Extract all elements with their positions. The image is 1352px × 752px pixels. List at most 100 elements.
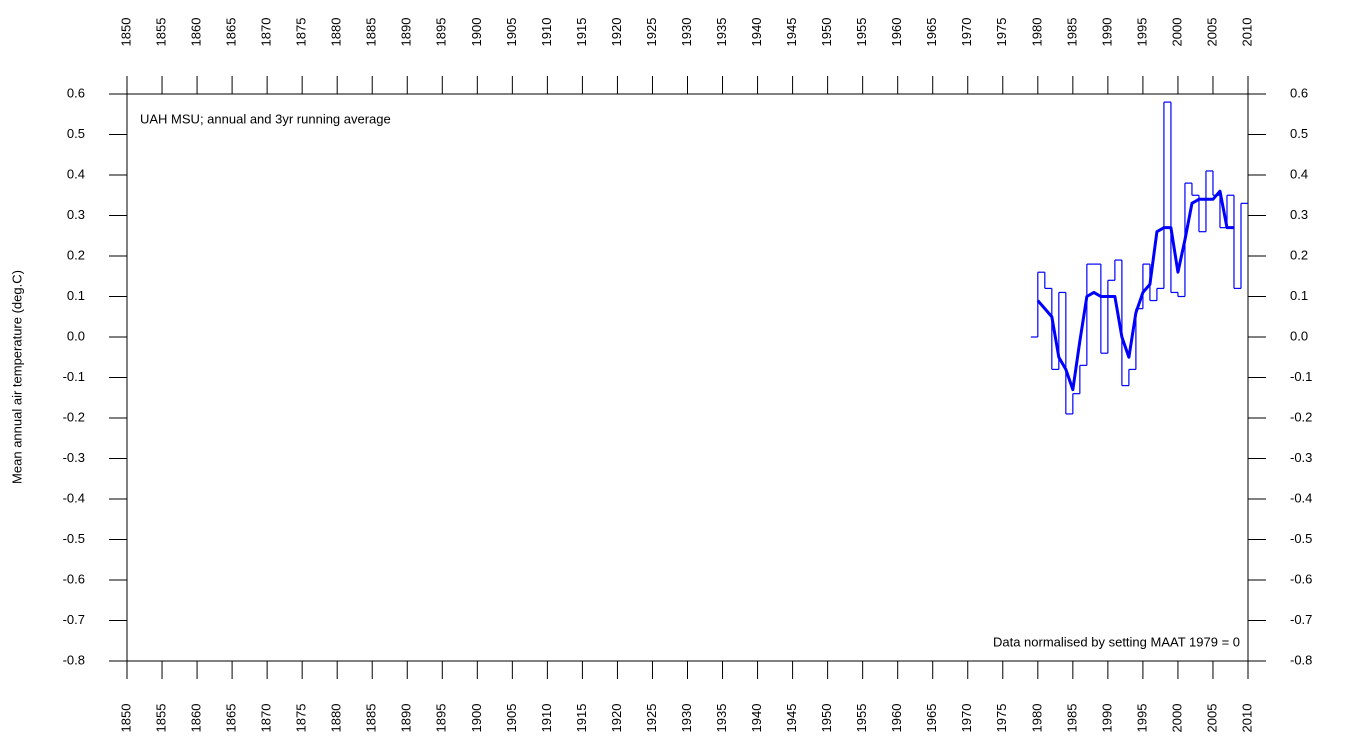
y-tick-label: 0.5 xyxy=(67,126,85,141)
y-tick-label: -0.1 xyxy=(63,369,85,384)
x-tick-label-top: 1865 xyxy=(224,18,239,47)
y-tick-label: -0.5 xyxy=(63,531,85,546)
y-tick-label: 0.0 xyxy=(67,328,85,343)
x-tick-label-bottom: 1955 xyxy=(854,704,869,733)
x-tick-label-top: 1920 xyxy=(609,18,624,47)
running-average-line xyxy=(1036,189,1234,392)
y2-tick-label: -0.4 xyxy=(1290,490,1312,505)
x-tick-label-top: 1855 xyxy=(153,18,168,47)
y2-tick-label: -0.8 xyxy=(1290,652,1312,667)
x-tick-label-bottom: 2010 xyxy=(1239,704,1254,733)
y2-tick-label: 0.4 xyxy=(1290,166,1308,181)
x-tick-label-bottom: 1940 xyxy=(749,704,764,733)
chart-title: UAH MSU; annual and 3yr running average xyxy=(140,111,391,126)
x-tick-label-bottom: 1995 xyxy=(1134,704,1149,733)
x-tick-label-bottom: 1870 xyxy=(259,704,274,733)
x-tick-label-bottom: 1850 xyxy=(118,704,133,733)
x-tick-label-top: 1950 xyxy=(819,18,834,47)
x-tick-label-bottom: 1905 xyxy=(504,704,519,733)
x-tick-label-bottom: 1935 xyxy=(714,704,729,733)
x-tick-label-bottom: 1920 xyxy=(609,704,624,733)
y2-tick-label: -0.7 xyxy=(1290,612,1312,627)
x-tick-label-bottom: 1990 xyxy=(1099,704,1114,733)
y2-tick-label: -0.6 xyxy=(1290,571,1312,586)
x-tick-label-bottom: 1910 xyxy=(539,704,554,733)
x-tick-label-top: 1970 xyxy=(959,18,974,47)
y-axis-label: Mean annual air temperature (deg.C) xyxy=(9,270,24,484)
y2-tick-label: 0.2 xyxy=(1290,247,1308,262)
x-tick-label-top: 1910 xyxy=(539,18,554,47)
x-tick-label-top: 2005 xyxy=(1204,18,1219,47)
x-tick-label-top: 2010 xyxy=(1239,18,1254,47)
x-tick-label-bottom: 2000 xyxy=(1169,704,1184,733)
x-tick-label-bottom: 1900 xyxy=(469,704,484,733)
y2-tick-label: -0.3 xyxy=(1290,450,1312,465)
x-tick-label-top: 1925 xyxy=(644,18,659,47)
x-tick-label-bottom: 1885 xyxy=(364,704,379,733)
y2-tick-label: 0.5 xyxy=(1290,126,1308,141)
x-tick-label-bottom: 1875 xyxy=(294,704,309,733)
y-tick-label: 0.2 xyxy=(67,247,85,262)
y-tick-label: -0.2 xyxy=(63,409,85,424)
y-tick-label: 0.6 xyxy=(67,85,85,100)
x-tick-label-top: 1905 xyxy=(504,18,519,47)
x-tick-label-bottom: 1950 xyxy=(819,704,834,733)
y2-tick-label: -0.2 xyxy=(1290,409,1312,424)
x-tick-label-top: 1890 xyxy=(399,18,414,47)
y-tick-label: 0.3 xyxy=(67,207,85,222)
y2-tick-label: 0.6 xyxy=(1290,85,1308,100)
y2-tick-label: 0.0 xyxy=(1290,328,1308,343)
y2-tick-label: -0.5 xyxy=(1290,531,1312,546)
y-tick-label: -0.7 xyxy=(63,612,85,627)
y-tick-label: 0.1 xyxy=(67,288,85,303)
y2-tick-label: -0.1 xyxy=(1290,369,1312,384)
x-tick-label-bottom: 1860 xyxy=(189,704,204,733)
y-tick-label: -0.6 xyxy=(63,571,85,586)
x-tick-label-bottom: 1985 xyxy=(1064,704,1079,733)
x-tick-label-top: 1880 xyxy=(329,18,344,47)
x-tick-label-bottom: 1880 xyxy=(329,704,344,733)
annotation: Data normalised by setting MAAT 1979 = 0 xyxy=(993,634,1240,649)
x-tick-label-bottom: 1925 xyxy=(644,704,659,733)
x-tick-label-bottom: 2005 xyxy=(1204,704,1219,733)
x-tick-label-top: 1955 xyxy=(854,18,869,47)
y2-tick-label: 0.1 xyxy=(1290,288,1308,303)
x-tick-label-bottom: 1915 xyxy=(574,704,589,733)
y-tick-label: 0.4 xyxy=(67,166,85,181)
x-tick-label-top: 2000 xyxy=(1169,18,1184,47)
x-tick-label-top: 1975 xyxy=(994,18,1009,47)
x-tick-label-top: 1885 xyxy=(364,18,379,47)
x-tick-label-top: 1960 xyxy=(889,18,904,47)
x-tick-label-top: 1850 xyxy=(118,18,133,47)
x-tick-label-bottom: 1980 xyxy=(1029,704,1044,733)
x-tick-label-bottom: 1965 xyxy=(924,704,939,733)
x-tick-label-top: 1875 xyxy=(294,18,309,47)
x-tick-label-bottom: 1865 xyxy=(224,704,239,733)
x-tick-label-top: 1940 xyxy=(749,18,764,47)
x-tick-label-top: 1915 xyxy=(574,18,589,47)
x-tick-label-top: 1930 xyxy=(679,18,694,47)
y2-tick-label: 0.3 xyxy=(1290,207,1308,222)
x-tick-label-bottom: 1895 xyxy=(434,704,449,733)
x-tick-label-top: 1980 xyxy=(1029,18,1044,47)
x-tick-label-bottom: 1975 xyxy=(994,704,1009,733)
x-tick-label-bottom: 1855 xyxy=(153,704,168,733)
x-tick-label-top: 1965 xyxy=(924,18,939,47)
x-tick-label-top: 1900 xyxy=(469,18,484,47)
x-tick-label-bottom: 1945 xyxy=(784,704,799,733)
x-tick-label-top: 1860 xyxy=(189,18,204,47)
y-tick-label: -0.4 xyxy=(63,490,85,505)
x-tick-label-bottom: 1960 xyxy=(889,704,904,733)
x-tick-label-top: 1870 xyxy=(259,18,274,47)
x-tick-label-top: 1935 xyxy=(714,18,729,47)
x-tick-label-bottom: 1970 xyxy=(959,704,974,733)
x-tick-label-top: 1945 xyxy=(784,18,799,47)
y-tick-label: -0.3 xyxy=(63,450,85,465)
x-tick-label-top: 1995 xyxy=(1134,18,1149,47)
y-tick-label: -0.8 xyxy=(63,652,85,667)
x-tick-label-top: 1990 xyxy=(1099,18,1114,47)
x-tick-label-top: 1985 xyxy=(1064,18,1079,47)
x-tick-label-bottom: 1930 xyxy=(679,704,694,733)
x-tick-label-top: 1895 xyxy=(434,18,449,47)
